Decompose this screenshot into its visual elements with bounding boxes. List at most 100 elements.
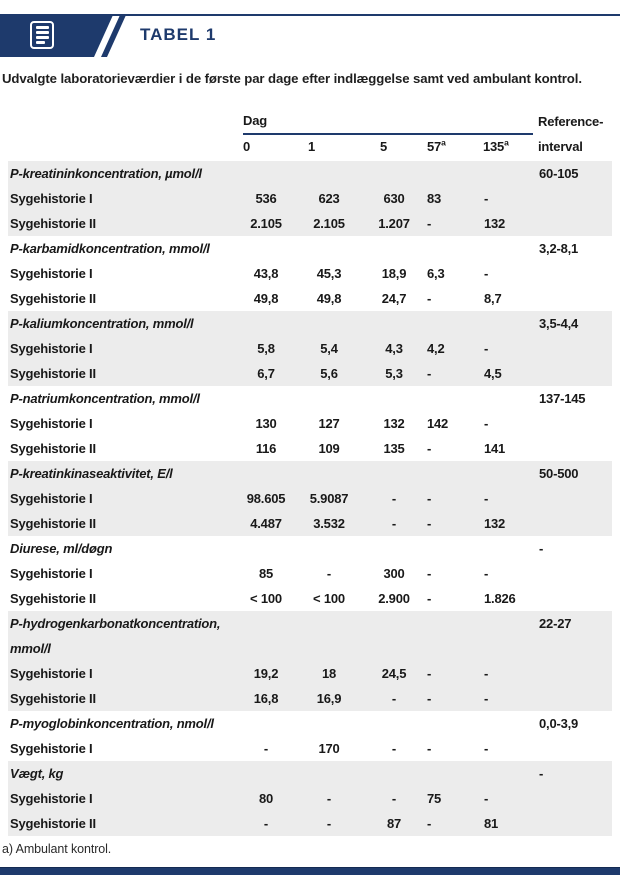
value-cell: 5,3 [385,366,403,381]
top-rule [0,14,620,16]
tabel-banner: TABEL 1 [0,15,220,57]
group-row: P-kaliumkoncentration, mmol/l 3,5-4,4 [8,311,613,336]
reference-cell: 0,0-3,9 [539,716,579,731]
data-row: Sygehistorie I 130 127 132 142 - [8,411,612,436]
value-cell: - [263,816,269,831]
value-cell [240,711,292,736]
value-cell: 4,3 [385,341,403,356]
reference-cell [538,411,612,436]
value-cell: 2.105 [313,216,345,231]
value-cell [292,386,358,411]
value-cell: - [326,816,332,831]
row-label: Sygehistorie II [10,816,96,831]
value-cell [292,536,358,561]
value-cell: 3.532 [313,516,345,531]
value-cell: 87 [386,816,402,831]
value-cell: 1.207 [378,216,410,231]
value-cell: - [427,366,432,381]
data-row: Sygehistorie II 49,8 49,8 24,7 - 8,7 [8,286,612,311]
row-label: Sygehistorie I [10,491,93,506]
value-cell [424,236,483,261]
reference-cell [538,586,612,611]
value-cell [483,236,538,261]
value-cell: - [326,566,332,581]
empty-corner-cell [8,108,240,135]
dag-cell: Dag [240,108,538,135]
value-cell: 18,9 [381,266,407,281]
value-cell [424,161,483,186]
document-icon-line [35,31,49,34]
value-cell: - [391,691,397,706]
group-name: P-myoglobinkoncentration, nmol/l [10,716,214,731]
reference-cell: - [539,766,544,781]
value-cell: 16,9 [316,691,342,706]
reference-header-line1: Reference- [538,114,604,129]
day-header-sup: a [441,137,446,148]
document-icon-line [35,36,49,39]
value-cell: 623 [318,191,340,206]
day-header-57: 57a [424,135,483,161]
group-name: P-natriumkoncentration, mmol/l [10,391,200,406]
day-header-label: 5 [380,139,388,154]
row-label: Sygehistorie I [10,666,93,681]
value-cell: - [427,691,432,706]
value-cell: 19,2 [253,666,279,681]
row-label: Sygehistorie I [10,266,93,281]
reference-cell: 50-500 [539,466,579,481]
row-label: Sygehistorie I [10,741,93,756]
row-label: Sygehistorie I [10,791,93,806]
data-row: Sygehistorie I 80 - - 75 - [8,786,613,811]
value-cell [358,386,424,411]
value-cell: 75 [427,791,442,806]
value-cell [424,711,483,736]
value-cell: - [484,566,489,581]
row-label: Sygehistorie I [10,341,93,356]
data-row: Sygehistorie II 116 109 135 - 141 [8,436,612,461]
reference-cell [538,686,612,711]
reference-cell: - [539,541,544,556]
value-cell [240,536,292,561]
reference-cell [538,286,612,311]
value-cell: - [427,516,432,531]
reference-header: Reference- interval [538,108,612,161]
value-cell: - [484,666,489,681]
row-label: Sygehistorie II [10,441,96,456]
table-subtitle: Udvalgte laboratorieværdier i de første … [2,71,582,86]
row-label: Sygehistorie II [10,591,96,606]
document-icon [30,21,54,49]
value-cell: - [427,491,432,506]
group-row: P-kreatinkinaseaktivitet, E/l 50-500 [8,461,613,486]
value-cell: 98.605 [246,491,286,506]
lab-table: Dag Reference- interval 0 1 5 57a 135a P… [8,108,613,836]
day-header-135: 135a [483,135,538,161]
value-cell: - [391,791,397,806]
value-cell: 132 [484,216,506,231]
group-name: Diurese, ml/døgn [10,541,113,556]
data-row: Sygehistorie II 2.105 2.105 1.207 - 132 [8,211,613,236]
value-cell: 170 [318,741,340,756]
data-row: Sygehistorie I 98.605 5.9087 - - - [8,486,613,511]
value-cell [424,386,483,411]
value-cell: - [484,791,489,806]
group-row: P-myoglobinkoncentration, nmol/l 0,0-3,9 [8,711,612,736]
reference-cell [538,261,612,286]
value-cell: 18 [321,666,337,681]
reference-cell [538,486,612,511]
value-cell [292,611,358,661]
value-cell [240,161,292,186]
reference-cell: 22-27 [539,616,572,631]
value-cell: - [427,441,432,456]
dag-header-row: Dag Reference- interval [8,108,612,154]
row-label: Sygehistorie I [10,566,93,581]
value-cell: 43,8 [253,266,279,281]
value-cell: < 100 [250,591,282,606]
day-header-label: 57 [427,139,442,154]
reference-cell [538,211,612,236]
row-label: Sygehistorie II [10,691,96,706]
value-cell [358,236,424,261]
value-cell [483,461,538,486]
value-cell [424,761,483,786]
value-cell: 6,7 [257,366,275,381]
value-cell: 130 [255,416,277,431]
value-cell: 300 [383,566,405,581]
